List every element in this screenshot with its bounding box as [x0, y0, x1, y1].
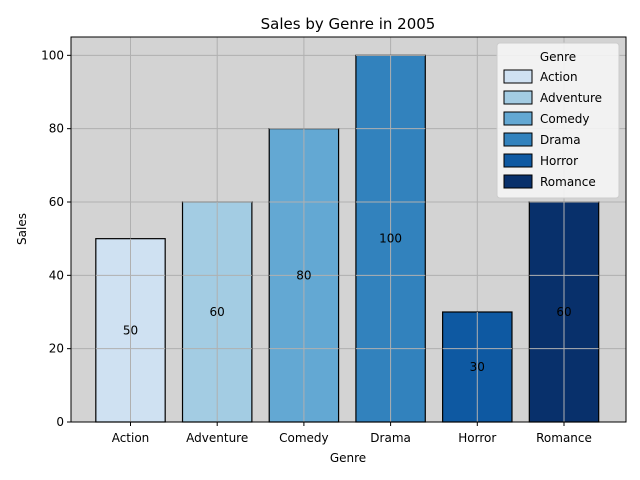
x-tick-label-drama: Drama	[370, 431, 411, 445]
data-labels: 50 60 80 100 30 60	[123, 232, 572, 374]
x-tick-label-romance: Romance	[536, 431, 592, 445]
legend-label-action: Action	[540, 70, 578, 84]
data-label-romance: 60	[556, 305, 571, 319]
y-tick-label: 60	[49, 195, 64, 209]
x-axis-label: Genre	[330, 451, 366, 465]
chart-title: Sales by Genre in 2005	[261, 15, 436, 33]
data-label-action: 50	[123, 323, 138, 337]
legend: Genre Action Adventure Comedy Drama Horror Ro…	[496, 42, 620, 199]
x-axis-ticks: Action Adventure Comedy Drama Horror Romance	[112, 422, 592, 445]
legend-label-horror: Horror	[540, 154, 578, 168]
legend-swatch-action	[503, 69, 533, 84]
y-tick-label: 20	[49, 342, 64, 356]
y-tick-label: 40	[49, 268, 64, 282]
legend-swatch-drama	[503, 132, 533, 147]
legend-entries: Action Adventure Comedy Drama Horror Romance	[503, 69, 602, 189]
legend-swatch-adventure	[503, 90, 533, 105]
x-tick-label-action: Action	[112, 431, 150, 445]
legend-title: Genre	[540, 50, 576, 64]
y-tick-label: 100	[41, 48, 64, 62]
data-label-comedy: 80	[296, 268, 311, 282]
legend-label-comedy: Comedy	[540, 112, 590, 126]
legend-label-romance: Romance	[540, 175, 596, 189]
data-label-horror: 30	[470, 360, 485, 374]
plot-frame	[70, 36, 627, 423]
y-axis-ticks: 0 20 40 60 80 100	[41, 48, 71, 429]
x-tick-label-comedy: Comedy	[279, 431, 329, 445]
legend-label-adventure: Adventure	[540, 91, 602, 105]
x-tick-label-adventure: Adventure	[186, 431, 248, 445]
y-tick-label: 0	[56, 415, 64, 429]
x-tick-label-horror: Horror	[458, 431, 496, 445]
bars	[95, 54, 600, 423]
legend-swatch-romance	[503, 174, 533, 189]
legend-swatch-comedy	[503, 111, 533, 126]
y-tick-label: 80	[49, 122, 64, 136]
legend-swatch-horror	[503, 153, 533, 168]
data-label-adventure: 60	[210, 305, 225, 319]
y-axis-label: Sales	[15, 213, 29, 245]
data-label-drama: 100	[379, 232, 402, 246]
legend-label-drama: Drama	[540, 133, 581, 147]
